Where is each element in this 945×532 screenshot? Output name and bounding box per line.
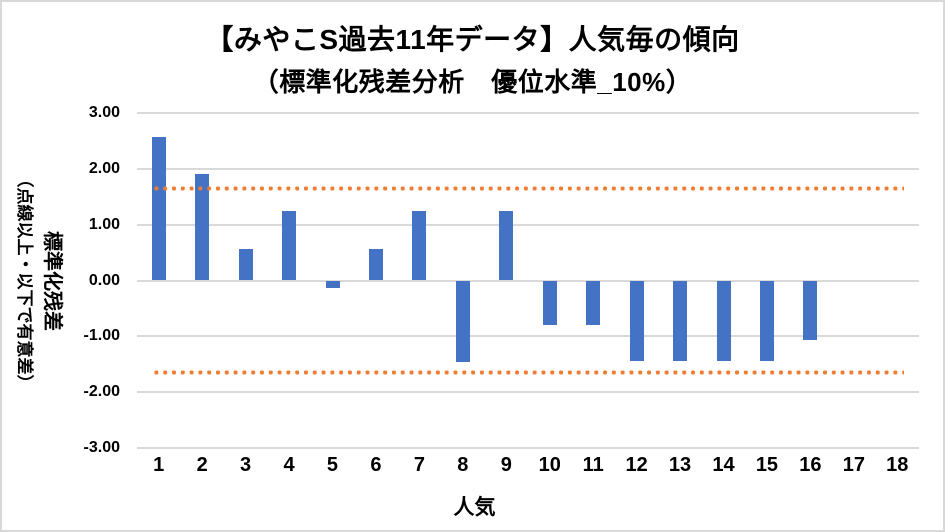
gridline [137,279,919,282]
gridline [137,391,919,394]
x-tick-label: 14 [712,454,735,476]
threshold-line-lower [151,369,905,375]
gridline [137,112,919,114]
threshold-line-upper [151,186,905,192]
y-tick-label: 1.00 [88,215,120,233]
bar [368,249,383,281]
y-tick-label: -1.00 [83,327,120,345]
bar [238,249,253,281]
x-axis-title: 人気 [453,496,496,519]
bar [716,280,731,361]
bar [195,174,210,281]
x-tick-label: 12 [625,454,648,476]
chart-title: 【みやこS過去11年データ】人気毎の傾向 [205,24,740,55]
bar [282,211,297,281]
x-tick-label: 15 [755,454,779,476]
x-tick-label: 4 [283,454,295,476]
x-tick-label: 13 [668,454,692,476]
x-tick-label: 2 [196,454,208,476]
x-tick-label: 8 [457,454,469,476]
x-tick-label: 6 [370,454,382,476]
gridline [137,335,919,338]
gridline [137,167,919,170]
bar [629,280,644,361]
bar [499,211,514,281]
bar [412,211,427,281]
x-tick-label: 5 [326,454,339,476]
bar [803,280,818,340]
bar [325,280,340,288]
x-tick-label: 10 [538,454,561,476]
bar [151,137,166,281]
x-tick-label: 18 [886,454,909,476]
x-tick-label: 9 [500,454,512,476]
bar [586,280,601,326]
y-tick-label: 2.00 [88,159,120,177]
x-tick-label: 17 [842,454,865,476]
gridline [137,447,919,449]
bar [455,280,470,363]
y-tick-label: -3.00 [83,439,120,456]
chart-subtitle: （標準化残差分析 優位水準_10%） [252,67,693,97]
bar [759,280,774,361]
y-tick-label: 0.00 [88,271,120,289]
y-tick-label: 3.00 [88,104,120,121]
x-tick-label: 7 [413,454,425,476]
gridline [137,223,919,226]
x-tick-label: 1 [153,454,165,476]
x-tick-label: 11 [582,454,604,476]
x-tick-label: 16 [799,454,822,476]
bar [542,280,557,326]
x-tick-label: 3 [240,454,252,476]
y-tick-label: -2.00 [83,383,120,401]
bar [673,280,688,361]
